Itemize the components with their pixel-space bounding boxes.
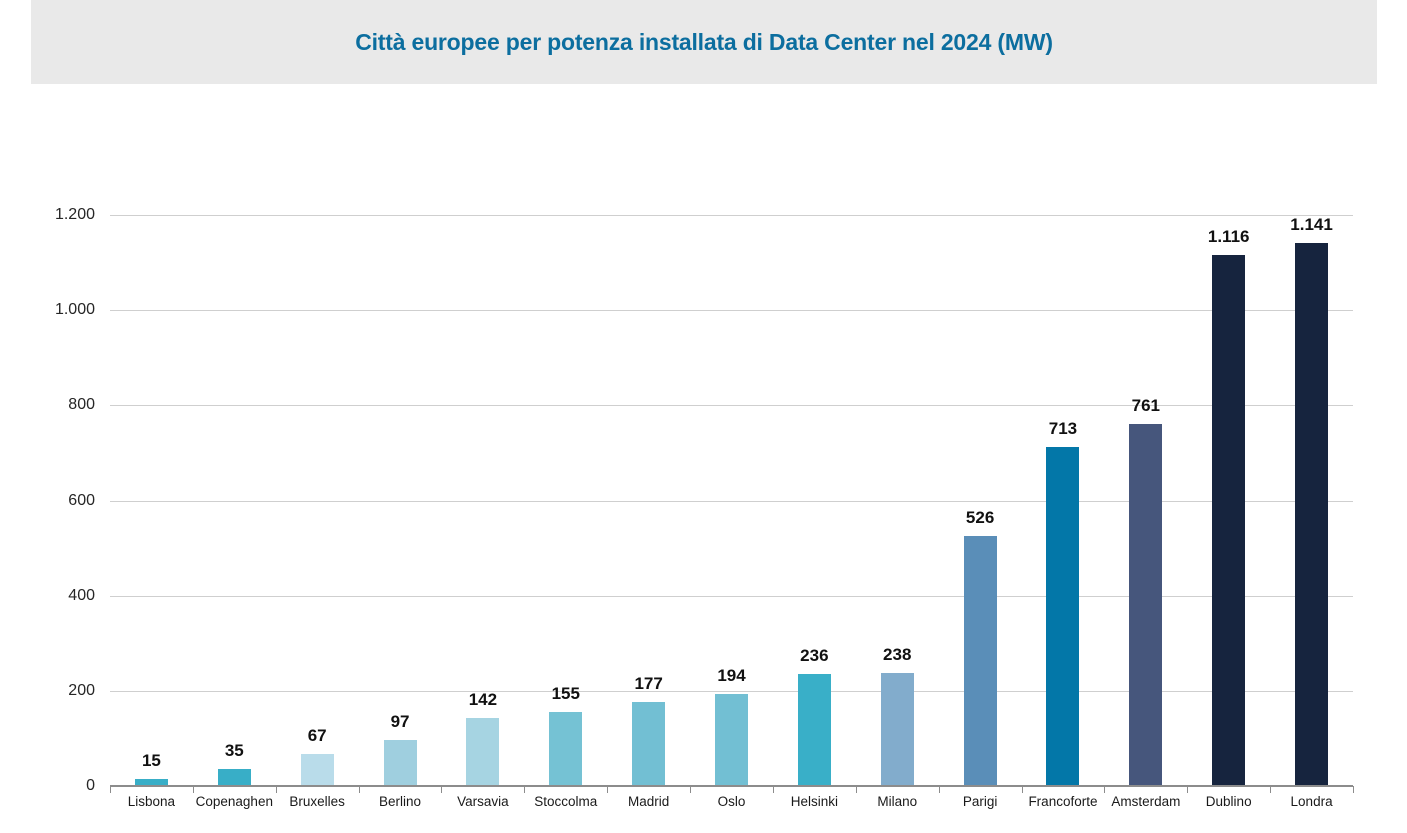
- x-tick: [855, 786, 857, 793]
- gridline: [110, 405, 1353, 407]
- x-tick: [275, 786, 277, 793]
- x-tick-label: Madrid: [627, 794, 670, 809]
- bar-parigi: [963, 535, 997, 786]
- x-tick-label: Bruxelles: [289, 794, 345, 809]
- bar-berlino: [383, 739, 417, 786]
- x-tick: [1187, 786, 1189, 793]
- bar-value-label: 236: [800, 645, 829, 665]
- bar-helsinki: [797, 673, 831, 786]
- bar-value-label: 238: [883, 644, 912, 664]
- bar-milano: [880, 672, 914, 786]
- x-tick: [192, 786, 194, 793]
- y-tick-label: 600: [68, 491, 95, 509]
- x-tick-label: Amsterdam: [1111, 794, 1181, 809]
- bar-bruxelles: [300, 754, 334, 786]
- x-tick: [607, 786, 609, 793]
- bar-amsterdam: [1129, 423, 1163, 786]
- bar-value-label: 761: [1131, 395, 1161, 415]
- y-tick-label: 1.200: [54, 206, 95, 223]
- x-tick-label: Oslo: [717, 794, 746, 809]
- y-tick-label: 0: [86, 777, 95, 794]
- y-tick-label: 1.000: [54, 301, 95, 319]
- bar-value-label: 1.141: [1290, 215, 1333, 235]
- x-tick: [1021, 786, 1023, 793]
- x-tick-label: Varsavia: [457, 794, 509, 809]
- bar-value-label: 15: [141, 750, 161, 770]
- x-tick-label: Londra: [1290, 794, 1333, 809]
- bar-value-label: 67: [307, 726, 327, 746]
- bar-value-label: 713: [1048, 418, 1078, 438]
- bar-londra: [1295, 243, 1329, 786]
- bar-value-label: 35: [224, 741, 244, 761]
- x-axis-line: [110, 785, 1353, 787]
- x-tick: [772, 786, 774, 793]
- gridline: [110, 595, 1353, 597]
- bar-varsavia: [466, 718, 500, 786]
- bar-value-label: 97: [390, 711, 410, 731]
- bar-value-label: 1.116: [1207, 226, 1250, 246]
- bar-francoforte: [1046, 446, 1080, 786]
- bar-value-label: 177: [634, 673, 663, 693]
- x-tick: [524, 786, 526, 793]
- x-tick: [110, 786, 111, 793]
- x-tick-label: Berlino: [379, 794, 422, 809]
- gridline: [110, 215, 1353, 216]
- x-tick-label: Lisbona: [127, 794, 176, 809]
- x-tick-label: Copenaghen: [195, 794, 273, 809]
- x-tick: [358, 786, 360, 793]
- bar-stoccolma: [549, 712, 583, 786]
- x-tick-label: Dublino: [1205, 794, 1252, 809]
- bar-value-label: 142: [468, 690, 498, 710]
- gridline: [110, 310, 1353, 312]
- chart-title-banner: Città europee per potenza installata di …: [31, 0, 1377, 84]
- x-tick-label: Milano: [877, 794, 918, 809]
- gridline: [110, 500, 1353, 502]
- x-tick-label: Francoforte: [1028, 794, 1098, 809]
- x-tick: [1353, 786, 1354, 793]
- bar-value-label: 194: [717, 665, 746, 685]
- x-tick: [441, 786, 443, 793]
- x-tick: [1104, 786, 1106, 793]
- x-tick-label: Parigi: [962, 794, 998, 809]
- y-tick-label: 400: [68, 586, 95, 604]
- bar-value-label: 155: [551, 684, 580, 704]
- bar-dublino: [1212, 254, 1246, 786]
- chart-title: Città europee per potenza installata di …: [355, 28, 1053, 55]
- gridline: [110, 690, 1353, 692]
- x-tick-label: Helsinki: [790, 794, 838, 809]
- x-tick: [690, 786, 692, 793]
- bar-value-label: 526: [965, 507, 995, 527]
- plot-area: [110, 215, 1353, 787]
- bar-lisbona: [134, 778, 168, 786]
- bar-oslo: [715, 693, 748, 786]
- x-tick-label: Stoccolma: [534, 794, 598, 809]
- bar-copenaghen: [217, 769, 251, 786]
- x-tick: [938, 786, 940, 793]
- x-tick: [1270, 786, 1272, 793]
- y-tick-label: 800: [68, 396, 95, 414]
- y-tick-label: 200: [68, 681, 95, 699]
- bar-madrid: [632, 701, 666, 786]
